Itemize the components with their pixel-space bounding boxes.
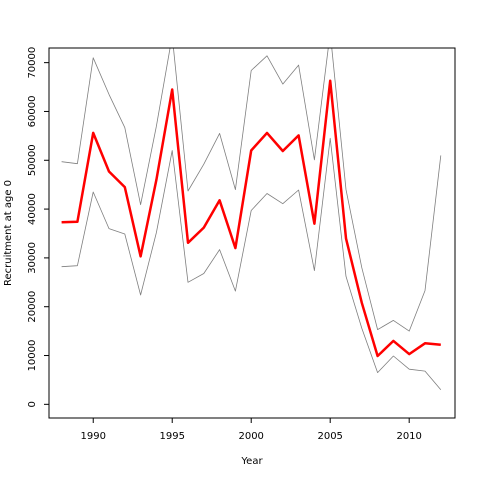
y-tick-label: 0 [27, 401, 38, 407]
x-axis-title: Year [240, 456, 263, 467]
series-layer [61, 48, 442, 390]
x-tick-label: 1990 [81, 431, 106, 442]
y-tick-label: 30000 [27, 242, 38, 274]
y-tick-label: 50000 [27, 144, 38, 176]
x-tick-label: 2005 [317, 431, 342, 442]
y-axis: 0 10000 20000 30000 40000 50000 60000 70000 [27, 47, 49, 408]
series-line-lower [61, 137, 442, 390]
y-tick-label: 10000 [27, 340, 38, 372]
y-tick-label: 70000 [27, 47, 38, 79]
y-tick-label: 40000 [27, 193, 38, 225]
x-tick-label: 2000 [238, 431, 263, 442]
series-line-upper [61, 48, 442, 332]
x-tick-label: 2010 [396, 431, 421, 442]
y-axis-title: Recruitment at age 0 [3, 180, 14, 286]
series-line-estimate [61, 79, 441, 358]
y-tick-label: 20000 [27, 291, 38, 323]
x-tick-label: 1995 [159, 431, 184, 442]
x-axis: 1990 1995 2000 2005 2010 [81, 418, 422, 442]
y-tick-label: 60000 [27, 96, 38, 128]
plot-frame [48, 47, 456, 419]
